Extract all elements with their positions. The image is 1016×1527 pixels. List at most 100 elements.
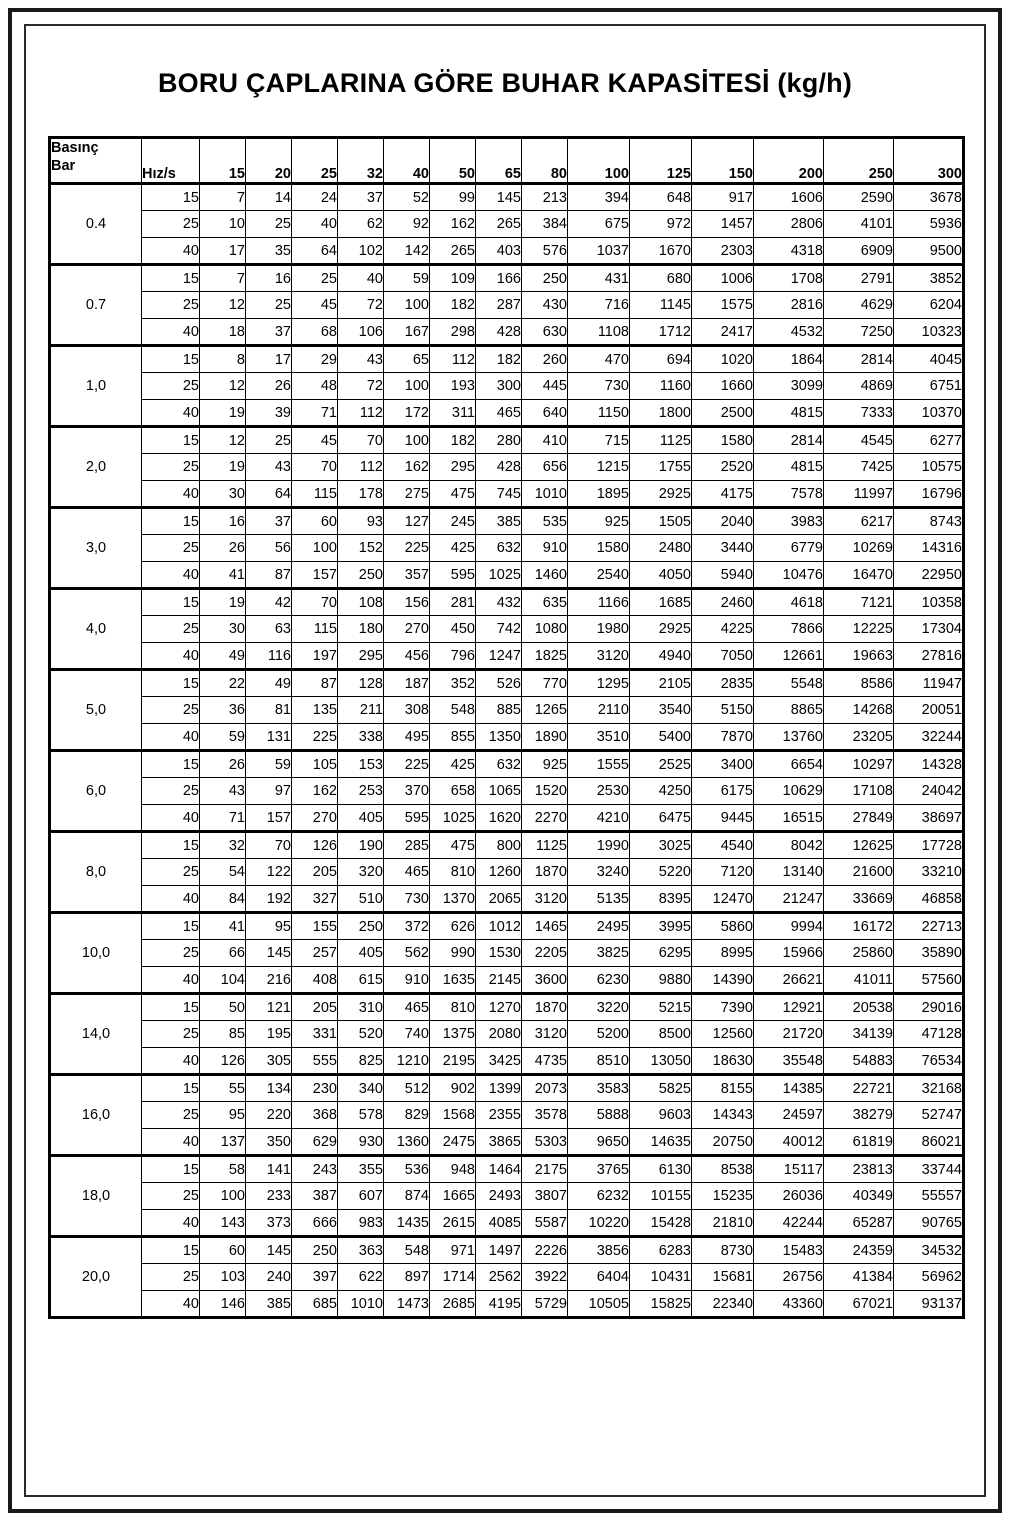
capacity-cell: 6751: [893, 372, 964, 400]
capacity-cell: 1010: [337, 1290, 384, 1319]
speed-cell: 15: [141, 1235, 200, 1264]
capacity-cell: 225: [383, 749, 430, 778]
capacity-cell: 3578: [521, 1101, 568, 1129]
capacity-cell: 4050: [629, 561, 692, 590]
capacity-cell: 41011: [823, 966, 894, 995]
table-row: 8,0 15 32 70 126 190 285 475 800 1125 1990 3025 4540…: [49, 830, 964, 913]
capacity-cell: 465: [475, 399, 522, 428]
capacity-cell: 5936: [893, 210, 964, 238]
capacity-cell: 35890: [893, 939, 964, 967]
capacity-cell: 32168: [893, 1073, 964, 1102]
capacity-cell: 18: [199, 318, 246, 347]
capacity-cell: 10: [199, 210, 246, 238]
capacity-cell: 20538: [823, 992, 894, 1021]
capacity-cell: 21810: [691, 1209, 754, 1238]
capacity-cell: 1555: [567, 749, 630, 778]
capacity-cell: 10575: [893, 453, 964, 481]
capacity-cell: 4175: [691, 480, 754, 509]
capacity-cell: 13050: [629, 1047, 692, 1076]
capacity-cell: 730: [567, 372, 630, 400]
capacity-cell: 56962: [893, 1263, 964, 1291]
header-speed-cell: Hız/s: [141, 137, 200, 184]
capacity-cell: 3825: [567, 939, 630, 967]
capacity-cell: 495: [383, 723, 430, 752]
capacity-cell: 370: [383, 777, 430, 805]
capacity-cell: 10629: [753, 777, 824, 805]
capacity-cell: 250: [337, 561, 384, 590]
speed-cell: 25: [141, 939, 200, 967]
capacity-cell: 2355: [475, 1101, 522, 1129]
capacity-cell: 260: [521, 344, 568, 373]
capacity-cell: 1505: [629, 506, 692, 535]
capacity-cell: 2925: [629, 615, 692, 643]
capacity-cell: 1037: [567, 237, 630, 266]
capacity-cell: 1012: [475, 911, 522, 940]
capacity-cell: 287: [475, 291, 522, 319]
capacity-cell: 5400: [629, 723, 692, 752]
capacity-cell: 49: [199, 642, 246, 671]
capacity-cell: 3540: [629, 696, 692, 724]
capacity-cell: 112: [429, 344, 476, 373]
speed-cell: 15: [141, 1154, 200, 1183]
capacity-cell: 135: [291, 696, 338, 724]
capacity-cell: 658: [429, 777, 476, 805]
capacity-cell: 910: [383, 966, 430, 995]
capacity-cell: 250: [291, 1235, 338, 1264]
capacity-cell: 64: [245, 480, 292, 509]
table-row: 40 59 131 225 338 495 855 1350 1890 3510 5400 7870 1…: [50, 723, 964, 752]
capacity-cell: 33744: [893, 1154, 964, 1183]
capacity-cell: 2814: [823, 344, 894, 373]
capacity-cell: 250: [337, 911, 384, 940]
capacity-cell: 146: [199, 1290, 246, 1319]
capacity-cell: 76534: [893, 1047, 964, 1076]
capacity-cell: 281: [429, 587, 476, 616]
capacity-cell: 796: [429, 642, 476, 671]
capacity-cell: 2270: [521, 804, 568, 833]
table-row: 40 126 305 555 825 1210 2195 3425 4735 8510 13050 1…: [50, 1047, 964, 1076]
capacity-cell: 22340: [691, 1290, 754, 1319]
capacity-cell: 7390: [691, 992, 754, 1021]
table-row: 25 54 122 205 320 465 810 1260 1870 3240 5220 7120 1…: [50, 858, 964, 886]
capacity-cell: 32: [199, 830, 246, 859]
capacity-cell: 15235: [691, 1182, 754, 1210]
capacity-cell: 1375: [429, 1020, 476, 1048]
capacity-cell: 27816: [893, 642, 964, 671]
capacity-cell: 40012: [753, 1128, 824, 1157]
capacity-cell: 182: [429, 291, 476, 319]
capacity-cell: 4940: [629, 642, 692, 671]
capacity-cell: 3852: [893, 263, 964, 292]
capacity-cell: 3922: [521, 1263, 568, 1291]
capacity-cell: 190: [337, 830, 384, 859]
capacity-cell: 152: [337, 534, 384, 562]
speed-cell: 40: [141, 642, 200, 671]
capacity-cell: 100: [383, 291, 430, 319]
capacity-cell: 17108: [823, 777, 894, 805]
capacity-cell: 1166: [567, 587, 630, 616]
header-diameter-20: 20: [245, 137, 292, 184]
header-row: Basınç Bar Hız/s 15 20 25 32 40 50 65 80 100 125 1…: [49, 137, 964, 184]
capacity-cell: 6230: [567, 966, 630, 995]
capacity-cell: 1270: [475, 992, 522, 1021]
capacity-cell: 12470: [691, 885, 754, 914]
steam-capacity-table: Basınç Bar Hız/s 15 20 25 32 40 50 65 80 100 125 1…: [48, 136, 965, 1319]
capacity-cell: 8500: [629, 1020, 692, 1048]
capacity-cell: 93137: [893, 1290, 964, 1319]
capacity-cell: 8865: [753, 696, 824, 724]
capacity-cell: 800: [475, 830, 522, 859]
capacity-cell: 3120: [521, 885, 568, 914]
capacity-cell: 730: [383, 885, 430, 914]
capacity-cell: 3856: [567, 1235, 630, 1264]
header-diameter-150: 150: [691, 137, 754, 184]
capacity-cell: 240: [245, 1263, 292, 1291]
capacity-cell: 10220: [567, 1209, 630, 1238]
capacity-cell: 14343: [691, 1101, 754, 1129]
capacity-cell: 21247: [753, 885, 824, 914]
capacity-cell: 24359: [823, 1235, 894, 1264]
capacity-cell: 8: [199, 344, 246, 373]
capacity-cell: 450: [429, 615, 476, 643]
capacity-cell: 59: [199, 723, 246, 752]
capacity-cell: 13140: [753, 858, 824, 886]
table-row: 16,0 15 55 134 230 340 512 902 1399 2073 3583 5825 8…: [49, 1073, 964, 1156]
capacity-cell: 182: [429, 425, 476, 454]
capacity-cell: 12: [199, 425, 246, 454]
